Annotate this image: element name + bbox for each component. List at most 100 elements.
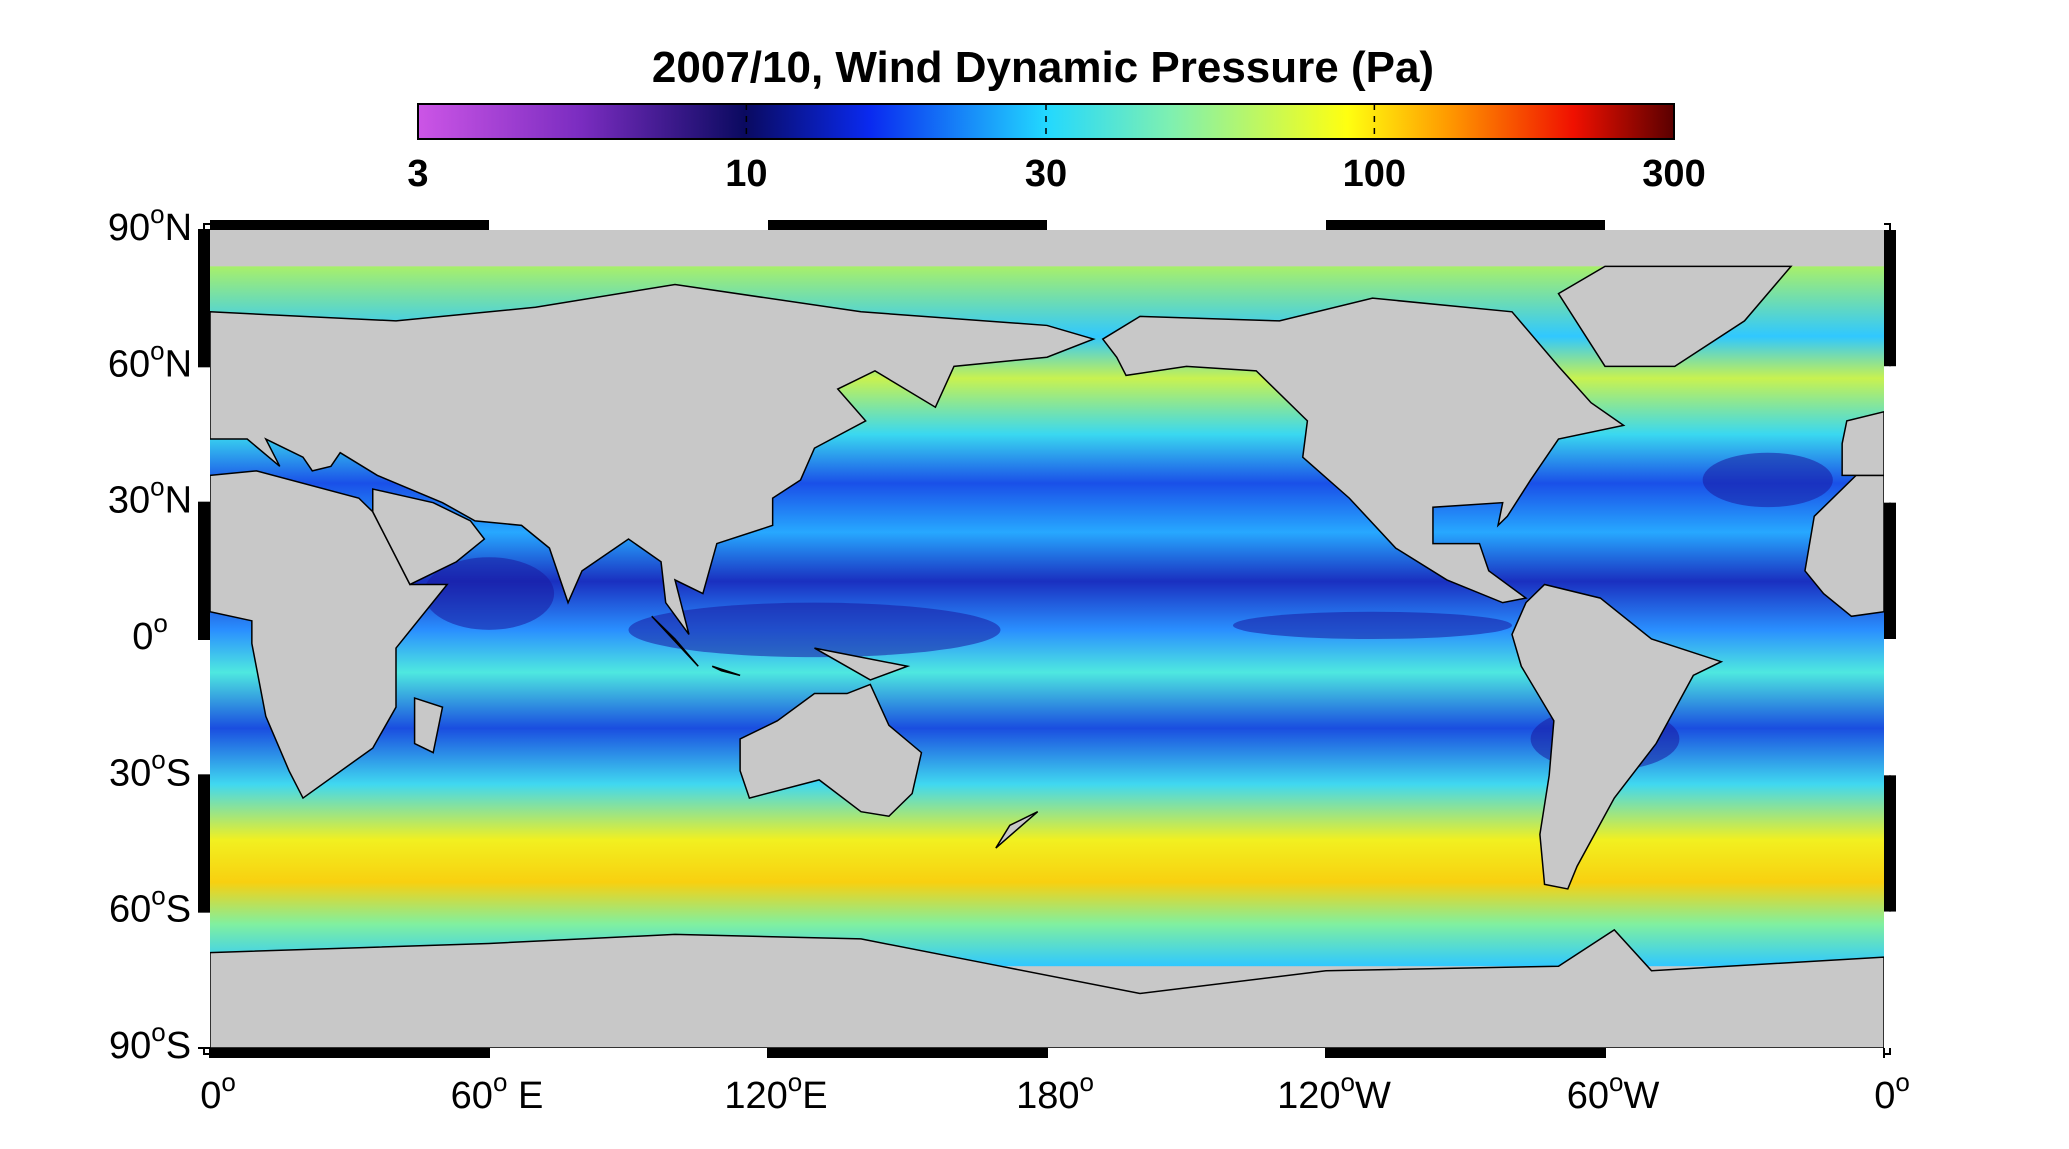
axis-label: 0o [1874, 1067, 1910, 1117]
frame-bar [1047, 220, 1326, 230]
tick-number: 180 [1016, 1075, 1079, 1117]
degree-mark: o [1079, 1067, 1093, 1097]
colorbar-tick-label: 100 [1343, 153, 1406, 195]
frame-bar [1884, 775, 1896, 912]
hemisphere: S [166, 889, 191, 931]
axis-label: 30oS [109, 744, 191, 794]
land [1557, 265, 1793, 368]
frame-bar [198, 639, 210, 776]
hemisphere: S [166, 752, 191, 794]
degree-mark: o [151, 1017, 165, 1047]
hemisphere: W [1623, 1075, 1659, 1117]
ocean-patch [628, 602, 1001, 658]
frame-bar [198, 911, 210, 1048]
land [413, 697, 444, 754]
degree-mark: o [150, 199, 164, 229]
frame-bar [1605, 1048, 1884, 1058]
tick-number: 0 [200, 1075, 221, 1117]
map-title: 2007/10, Wind Dynamic Pressure (Pa) [652, 43, 1434, 92]
ocean-patch [423, 557, 555, 630]
frame-bar [1884, 230, 1896, 367]
map-area [210, 230, 1884, 1048]
degree-mark: o [151, 744, 165, 774]
colorbar-tick-label: 300 [1642, 153, 1705, 195]
tick-number: 90 [108, 207, 150, 249]
axis-label: 60o E [451, 1067, 544, 1117]
frame-bar [489, 1048, 768, 1058]
hemisphere: N [165, 343, 192, 385]
land [814, 647, 911, 681]
land [1511, 583, 1724, 890]
frame-bar [1047, 1048, 1326, 1058]
frame-bar [1326, 1048, 1605, 1058]
tick-number: 0 [132, 616, 153, 658]
degree-mark: o [1609, 1067, 1623, 1097]
degree-mark: o [1341, 1067, 1355, 1097]
land [1804, 474, 1884, 618]
frame-bar [768, 220, 1047, 230]
axis-label: 120oW [1277, 1067, 1391, 1117]
ocean-patch [1233, 611, 1512, 639]
degree-mark: o [150, 335, 164, 365]
frame-bar [1326, 220, 1605, 230]
axis-label: 90oS [109, 1017, 191, 1067]
hemisphere: N [165, 480, 192, 522]
degree-mark: o [493, 1067, 507, 1097]
axis-label: 120oE [724, 1067, 827, 1117]
land [1101, 297, 1626, 604]
tick-number: 60 [109, 889, 151, 931]
tick-number: 60 [451, 1075, 493, 1117]
frame-bar [210, 1048, 489, 1058]
axis-label: 60oS [109, 881, 191, 931]
frame-bar [1884, 366, 1896, 503]
hemisphere: S [166, 1025, 191, 1067]
axis-label: 60oW [1567, 1067, 1660, 1117]
axis-label: 0o [132, 608, 168, 658]
axis-label: 90oN [108, 199, 192, 249]
frame-bar [1884, 502, 1896, 639]
hemisphere: N [165, 207, 192, 249]
tick-number: 60 [1567, 1075, 1609, 1117]
colorbar-tick-label: 3 [407, 153, 428, 195]
land [995, 811, 1039, 849]
ocean-patch [1702, 452, 1833, 508]
axis-label: 60oN [108, 335, 192, 385]
frame-bar [198, 502, 210, 639]
hemisphere: W [1355, 1075, 1391, 1117]
frame-bar [1884, 639, 1896, 776]
colorbar-tick-label: 10 [725, 153, 767, 195]
axis-label: 180o [1016, 1067, 1094, 1117]
frame-bar [198, 775, 210, 912]
frame-bar [489, 220, 768, 230]
tick-number: 30 [108, 480, 150, 522]
tick-number: 90 [109, 1025, 151, 1067]
tick-number: 120 [724, 1075, 787, 1117]
land [739, 683, 923, 818]
degree-mark: o [150, 472, 164, 502]
degree-mark: o [221, 1067, 235, 1097]
tick-number: 60 [108, 343, 150, 385]
frame-bar [198, 366, 210, 503]
land [210, 928, 1884, 1048]
degree-mark: o [1895, 1067, 1909, 1097]
axis-label: 0o [200, 1067, 236, 1117]
land [372, 488, 486, 586]
degree-mark: o [153, 608, 167, 638]
land [210, 283, 1096, 635]
tick-number: 0 [1874, 1075, 1895, 1117]
tick-number: 120 [1277, 1075, 1340, 1117]
hemisphere: E [507, 1075, 543, 1117]
frame-bar [1884, 911, 1896, 1048]
tick-number: 30 [109, 752, 151, 794]
land [711, 665, 741, 677]
colorbar-tick-label: 30 [1025, 153, 1067, 195]
land [1841, 411, 1884, 477]
frame-bar [198, 230, 210, 367]
degree-mark: o [151, 881, 165, 911]
land [651, 615, 699, 667]
degree-mark: o [788, 1067, 802, 1097]
axis-label: 30oN [108, 472, 192, 522]
frame-bar [210, 220, 489, 230]
frame-bar [768, 1048, 1047, 1058]
